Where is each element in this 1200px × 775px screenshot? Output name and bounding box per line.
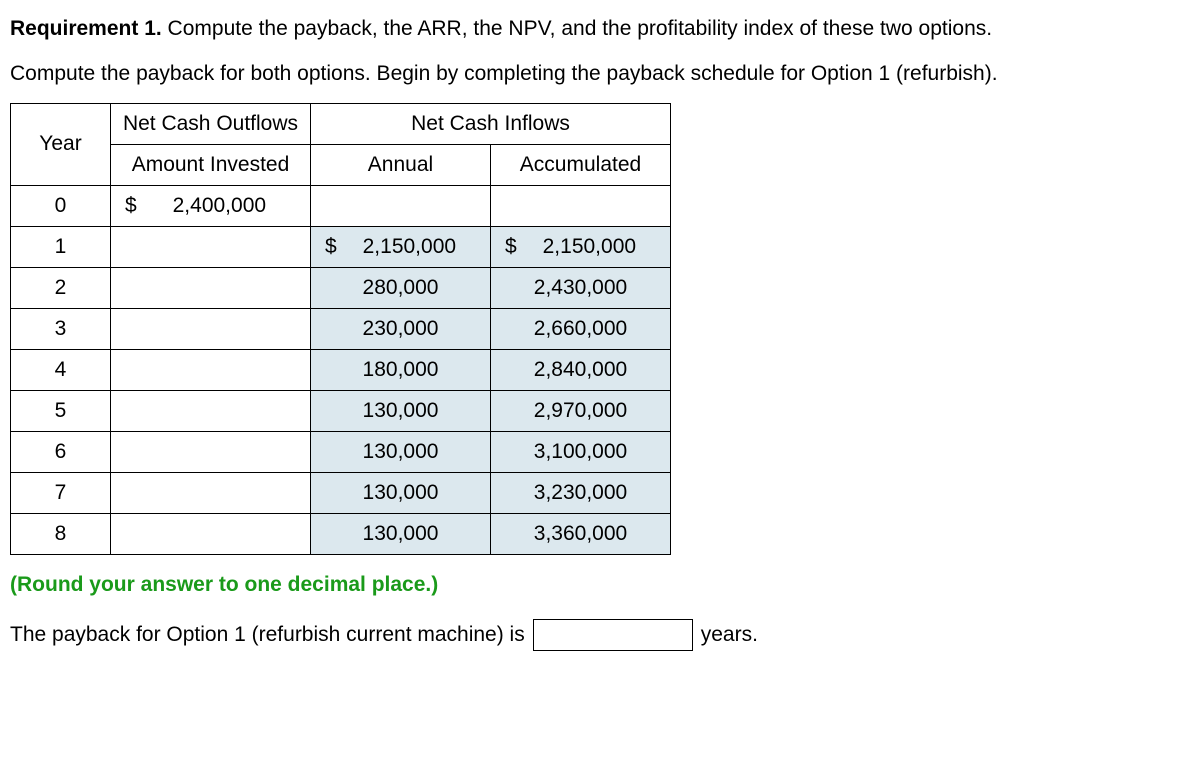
cell-invested — [111, 349, 311, 390]
cell-annual: 130,000 — [311, 390, 491, 431]
answer-line: The payback for Option 1 (refurbish curr… — [10, 619, 1190, 651]
table-row: 0$2,400,000 — [11, 185, 671, 226]
currency-symbol: $ — [119, 194, 137, 218]
cell-accumulated-value: 2,660,000 — [534, 317, 627, 340]
cell-annual: 130,000 — [311, 472, 491, 513]
cell-accumulated: 2,660,000 — [491, 308, 671, 349]
cell-accumulated-value: 2,150,000 — [543, 235, 636, 258]
answer-suffix: years. — [701, 623, 758, 647]
table-row: 3 230,000 2,660,000 — [11, 308, 671, 349]
round-note: (Round your answer to one decimal place.… — [10, 573, 1190, 597]
header-inflows: Net Cash Inflows — [311, 103, 671, 144]
table-row: 1$2,150,000$2,150,000 — [11, 226, 671, 267]
cell-accumulated: 2,970,000 — [491, 390, 671, 431]
cell-invested — [111, 308, 311, 349]
payback-table: Year Net Cash Outflows Net Cash Inflows … — [10, 103, 671, 555]
requirement-label: Requirement 1. — [10, 17, 162, 40]
payback-table-body: 0$2,400,0001$2,150,000$2,150,0002280,000… — [11, 185, 671, 554]
cell-annual: 230,000 — [311, 308, 491, 349]
cell-annual: $2,150,000 — [311, 226, 491, 267]
cell-annual: 180,000 — [311, 349, 491, 390]
answer-prefix: The payback for Option 1 (refurbish curr… — [10, 623, 525, 647]
cell-year: 4 — [11, 349, 111, 390]
cell-annual: 130,000 — [311, 431, 491, 472]
header-year: Year — [11, 103, 111, 185]
cell-invested — [111, 431, 311, 472]
cell-annual-value: 280,000 — [363, 276, 439, 299]
instruction-text: Compute the payback for both options. Be… — [10, 59, 1190, 88]
cell-accumulated: 2,840,000 — [491, 349, 671, 390]
cell-year: 8 — [11, 513, 111, 554]
cell-annual: 130,000 — [311, 513, 491, 554]
table-row: 5 130,000 2,970,000 — [11, 390, 671, 431]
header-outflows: Net Cash Outflows — [111, 103, 311, 144]
cell-accumulated: 3,360,000 — [491, 513, 671, 554]
cell-invested — [111, 390, 311, 431]
currency-symbol: $ — [499, 235, 517, 259]
currency-symbol: $ — [319, 235, 337, 259]
cell-annual-value: 130,000 — [363, 522, 439, 545]
cell-invested — [111, 472, 311, 513]
cell-year: 6 — [11, 431, 111, 472]
table-row: 6 130,000 3,100,000 — [11, 431, 671, 472]
cell-year: 1 — [11, 226, 111, 267]
cell-annual-value: 230,000 — [363, 317, 439, 340]
cell-annual — [311, 185, 491, 226]
cell-year: 7 — [11, 472, 111, 513]
cell-annual: 280,000 — [311, 267, 491, 308]
payback-years-input[interactable] — [533, 619, 693, 651]
cell-annual-value: 130,000 — [363, 481, 439, 504]
table-row: 7 130,000 3,230,000 — [11, 472, 671, 513]
cell-year: 3 — [11, 308, 111, 349]
cell-accumulated: 3,230,000 — [491, 472, 671, 513]
cell-accumulated-value: 3,100,000 — [534, 440, 627, 463]
cell-invested — [111, 226, 311, 267]
cell-annual-value: 2,150,000 — [363, 235, 456, 258]
requirement-text: Compute the payback, the ARR, the NPV, a… — [162, 17, 992, 40]
cell-accumulated — [491, 185, 671, 226]
cell-annual-value: 130,000 — [363, 399, 439, 422]
cell-accumulated-value: 3,230,000 — [534, 481, 627, 504]
cell-invested-value: 2,400,000 — [173, 194, 266, 217]
table-row: 2 280,000 2,430,000 — [11, 267, 671, 308]
cell-year: 0 — [11, 185, 111, 226]
cell-year: 5 — [11, 390, 111, 431]
cell-annual-value: 180,000 — [363, 358, 439, 381]
cell-accumulated: $2,150,000 — [491, 226, 671, 267]
table-row: 8 130,000 3,360,000 — [11, 513, 671, 554]
cell-year: 2 — [11, 267, 111, 308]
header-amount-invested: Amount Invested — [111, 144, 311, 185]
cell-invested — [111, 267, 311, 308]
cell-accumulated-value: 2,970,000 — [534, 399, 627, 422]
cell-accumulated: 2,430,000 — [491, 267, 671, 308]
header-annual: Annual — [311, 144, 491, 185]
cell-invested: $2,400,000 — [111, 185, 311, 226]
cell-accumulated-value: 3,360,000 — [534, 522, 627, 545]
cell-accumulated-value: 2,840,000 — [534, 358, 627, 381]
cell-annual-value: 130,000 — [363, 440, 439, 463]
cell-invested — [111, 513, 311, 554]
cell-accumulated-value: 2,430,000 — [534, 276, 627, 299]
header-accumulated: Accumulated — [491, 144, 671, 185]
table-row: 4 180,000 2,840,000 — [11, 349, 671, 390]
cell-accumulated: 3,100,000 — [491, 431, 671, 472]
requirement-line: Requirement 1. Compute the payback, the … — [10, 14, 1190, 43]
